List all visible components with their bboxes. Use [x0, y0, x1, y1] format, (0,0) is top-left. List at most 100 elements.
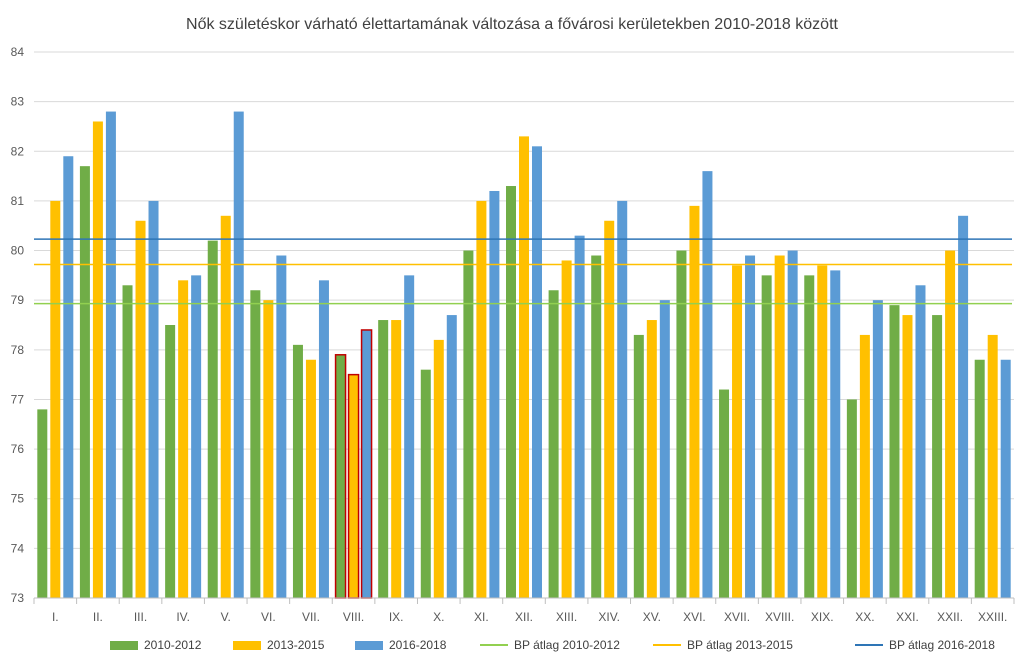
legend-item: BP átlag 2013-2015: [653, 638, 793, 652]
bar: [745, 255, 756, 598]
bar: [506, 186, 516, 598]
x-tick-label: IV.: [176, 610, 190, 624]
legend-line-marker: [653, 644, 681, 646]
x-tick-label: XIX.: [811, 610, 834, 624]
legend-label: 2013-2015: [267, 638, 325, 652]
x-tick-label: V.: [221, 610, 231, 624]
legend-line-marker: [480, 644, 508, 646]
bar: [347, 373, 360, 599]
bar: [519, 136, 529, 598]
bar: [292, 344, 303, 598]
legend-item: 2013-2015: [233, 638, 324, 652]
bar: [391, 320, 402, 598]
legend-swatch: [355, 640, 383, 650]
bar: [830, 270, 841, 598]
bar: [50, 200, 61, 598]
bar: [276, 255, 287, 598]
bar: [220, 215, 231, 599]
x-tick-label: III.: [134, 610, 147, 624]
bar: [604, 220, 615, 598]
bar: [945, 250, 956, 598]
legend-label: 2016-2018: [389, 638, 447, 652]
x-tick-label: XXII.: [937, 610, 963, 624]
bar: [378, 320, 389, 598]
bar: [561, 260, 572, 598]
bar: [476, 200, 487, 598]
bar: [787, 250, 798, 598]
bar: [148, 200, 159, 598]
bar: [1000, 359, 1011, 598]
bar: [902, 315, 913, 598]
bar: [719, 389, 730, 598]
legend-item: 2010-2012: [110, 638, 201, 652]
y-tick-label: 83: [11, 95, 25, 109]
bar: [165, 325, 176, 598]
x-tick-label: XIII.: [556, 610, 577, 624]
bar: [334, 354, 347, 599]
bar: [433, 339, 444, 598]
legend-item: BP átlag 2016-2018: [855, 638, 995, 652]
y-tick-label: 77: [11, 392, 25, 406]
legend-item: 2016-2018: [355, 638, 446, 652]
bar: [859, 334, 870, 598]
bar: [646, 320, 657, 598]
bar: [774, 255, 785, 598]
legend-label: BP átlag 2010-2012: [514, 638, 620, 652]
bar: [420, 369, 431, 598]
bar: [732, 265, 743, 598]
x-tick-label: XV.: [643, 610, 661, 624]
legend-label: BP átlag 2013-2015: [687, 638, 793, 652]
bar: [463, 250, 474, 598]
bar: [135, 220, 146, 598]
y-tick-label: 78: [11, 343, 25, 357]
x-tick-label: XX.: [855, 610, 874, 624]
x-tick-label: XIV.: [598, 610, 620, 624]
bar: [958, 215, 969, 599]
bar: [872, 300, 883, 598]
bar: [915, 285, 926, 598]
legend-label: BP átlag 2016-2018: [889, 638, 995, 652]
bar: [63, 156, 74, 598]
x-tick-label: XXIII.: [978, 610, 1007, 624]
x-tick-label: XVIII.: [765, 610, 794, 624]
bar: [318, 280, 329, 598]
bar: [591, 255, 602, 598]
x-tick-label: XII.: [515, 610, 533, 624]
x-tick-label: XI.: [474, 610, 489, 624]
legend-item: BP átlag 2010-2012: [480, 638, 620, 652]
bar: [250, 290, 261, 598]
x-tick-label: XVII.: [724, 610, 750, 624]
bar: [532, 146, 542, 599]
y-tick-label: 80: [11, 244, 25, 258]
bar: [932, 315, 943, 598]
bar: [633, 334, 644, 598]
legend-line-marker: [855, 644, 883, 646]
bar: [817, 265, 828, 598]
bar: [446, 315, 457, 598]
x-tick-label: VII.: [302, 610, 320, 624]
bar: [263, 300, 274, 598]
legend: 2010-2012 2013-2015 2016-2018 BP átlag 2010…: [0, 638, 1024, 660]
bar: [659, 300, 670, 598]
bar: [178, 280, 189, 598]
bar: [761, 275, 772, 598]
bar: [548, 290, 559, 598]
bar: [122, 285, 133, 598]
bar: [105, 111, 116, 599]
bar: [79, 166, 90, 598]
x-tick-label: X.: [433, 610, 444, 624]
bar: [191, 275, 202, 598]
bar: [360, 329, 373, 599]
bar: [804, 275, 815, 598]
x-tick-label: XXI.: [896, 610, 919, 624]
bar: [846, 399, 857, 598]
bar: [574, 235, 585, 598]
legend-label: 2010-2012: [144, 638, 202, 652]
bar: [974, 359, 985, 598]
x-tick-label: XVI.: [683, 610, 706, 624]
bar: [676, 250, 687, 598]
x-tick-label: I.: [52, 610, 59, 624]
bar: [617, 200, 628, 598]
